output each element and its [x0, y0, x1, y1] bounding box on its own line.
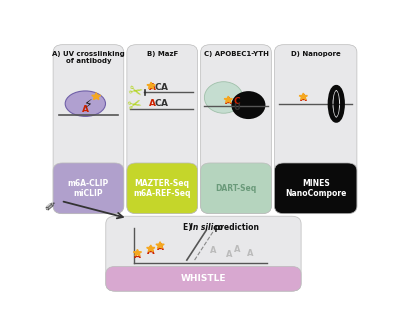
Text: C: C	[155, 99, 162, 108]
Text: C) APOBEC1-YTH: C) APOBEC1-YTH	[204, 51, 268, 57]
Polygon shape	[156, 242, 164, 248]
Polygon shape	[147, 82, 155, 89]
Text: A: A	[148, 83, 156, 92]
Text: m6A-CLIP
miCLIP: m6A-CLIP miCLIP	[68, 179, 109, 198]
Polygon shape	[224, 96, 232, 103]
Text: prediction: prediction	[212, 222, 259, 232]
Text: A: A	[156, 244, 164, 252]
Polygon shape	[147, 245, 155, 251]
Text: WHISTLE: WHISTLE	[181, 274, 226, 283]
FancyBboxPatch shape	[127, 163, 198, 214]
Text: A: A	[147, 246, 154, 256]
FancyBboxPatch shape	[274, 163, 357, 214]
FancyBboxPatch shape	[53, 163, 124, 214]
Text: D) Nanopore: D) Nanopore	[291, 51, 340, 57]
Text: A: A	[148, 99, 156, 108]
FancyBboxPatch shape	[201, 163, 271, 214]
Text: DART-Seq: DART-Seq	[215, 184, 257, 193]
Ellipse shape	[334, 91, 339, 116]
Text: A: A	[234, 245, 240, 254]
Text: C: C	[233, 97, 240, 106]
Text: E): E)	[183, 222, 195, 232]
Text: ✂: ✂	[126, 81, 144, 102]
Polygon shape	[92, 93, 101, 100]
FancyBboxPatch shape	[127, 45, 198, 214]
Circle shape	[204, 82, 243, 113]
Text: A: A	[226, 250, 232, 259]
Text: MINES
NanoCompore: MINES NanoCompore	[285, 179, 346, 198]
Text: A: A	[82, 105, 89, 114]
Circle shape	[231, 91, 266, 119]
Text: C: C	[155, 83, 162, 92]
Text: MAZTER-Seq
m6A-REF-Seq: MAZTER-Seq m6A-REF-Seq	[134, 179, 191, 198]
Text: A) UV crosslinking
of antibody: A) UV crosslinking of antibody	[52, 51, 125, 64]
Text: A: A	[247, 248, 254, 257]
Text: A: A	[210, 246, 217, 255]
FancyBboxPatch shape	[106, 266, 301, 291]
Text: A: A	[300, 94, 307, 103]
Text: A: A	[161, 99, 168, 108]
Text: ⚡: ⚡	[84, 97, 93, 110]
FancyBboxPatch shape	[53, 45, 124, 214]
Text: A: A	[225, 97, 232, 106]
Text: ✂: ✂	[126, 94, 144, 115]
Polygon shape	[133, 249, 142, 256]
Text: A: A	[134, 251, 141, 260]
Text: ✏: ✏	[42, 197, 60, 215]
FancyBboxPatch shape	[274, 45, 357, 214]
FancyBboxPatch shape	[201, 45, 271, 214]
Text: In silico: In silico	[190, 222, 222, 232]
Polygon shape	[299, 93, 308, 100]
Text: A: A	[161, 83, 168, 92]
Ellipse shape	[65, 91, 106, 116]
FancyBboxPatch shape	[106, 216, 301, 291]
Text: B) MazF: B) MazF	[146, 51, 178, 57]
Text: U: U	[233, 104, 240, 113]
